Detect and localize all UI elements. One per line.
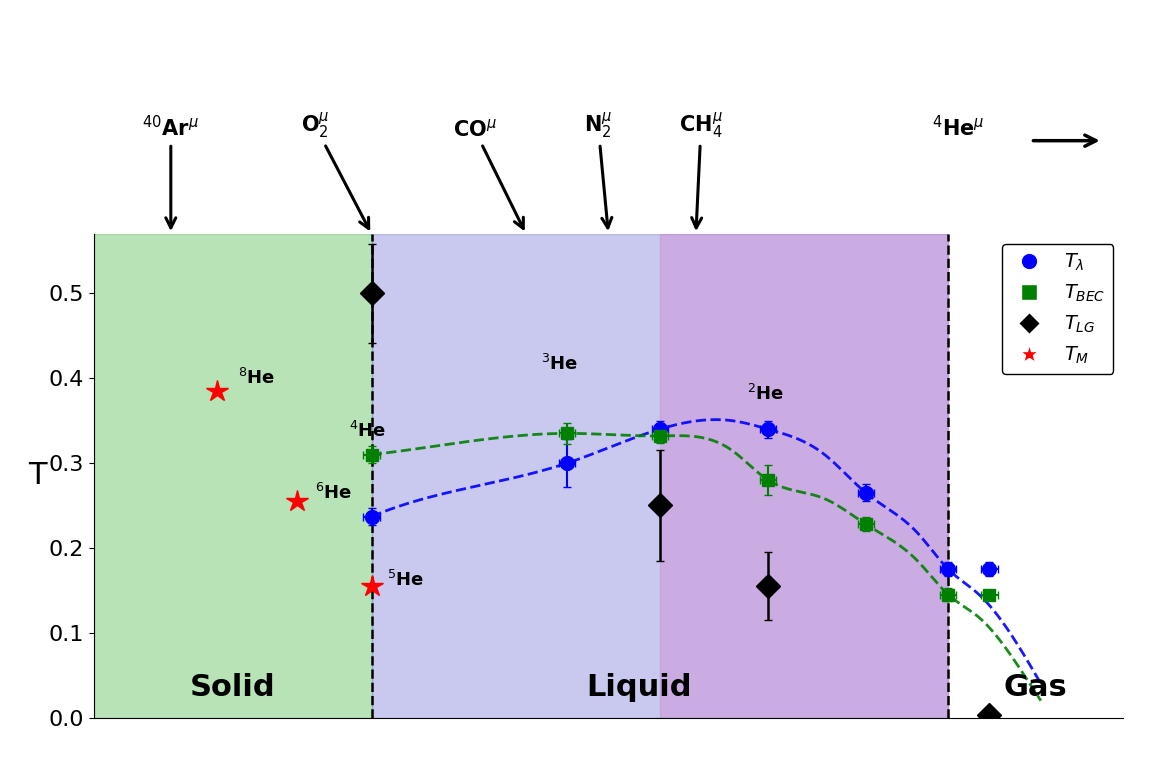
Text: Liquid: Liquid	[586, 673, 691, 702]
Text: $^5$He: $^5$He	[387, 570, 425, 590]
Text: $^{40}$Ar$^{\mu}$: $^{40}$Ar$^{\mu}$	[143, 115, 199, 228]
Bar	[372, 234, 948, 718]
Text: Solid: Solid	[190, 673, 275, 702]
Legend: $T_{\lambda}$, $T_{BEC}$, $T_{LG}$, $T_M$: $T_{\lambda}$, $T_{BEC}$, $T_{LG}$, $T_M…	[1003, 243, 1114, 374]
Text: $^8$He: $^8$He	[238, 368, 275, 388]
Text: $^4$He$^{\mu}$: $^4$He$^{\mu}$	[932, 115, 985, 140]
Text: $^6$He: $^6$He	[315, 483, 352, 503]
Text: O$_2^{\mu}$: O$_2^{\mu}$	[301, 111, 369, 229]
Text: $^3$He: $^3$He	[542, 354, 579, 374]
Text: CO$^{\mu}$: CO$^{\mu}$	[453, 119, 523, 229]
Bar	[660, 234, 948, 718]
Bar	[94, 234, 372, 718]
Text: N$_2^{\mu}$: N$_2^{\mu}$	[584, 111, 612, 228]
Text: $^4$He: $^4$He	[349, 421, 386, 441]
Text: CH$_4^{\mu}$: CH$_4^{\mu}$	[680, 111, 723, 228]
Text: Gas: Gas	[1004, 673, 1067, 702]
Y-axis label: T: T	[28, 461, 47, 491]
Text: $^2$He: $^2$He	[748, 384, 785, 404]
